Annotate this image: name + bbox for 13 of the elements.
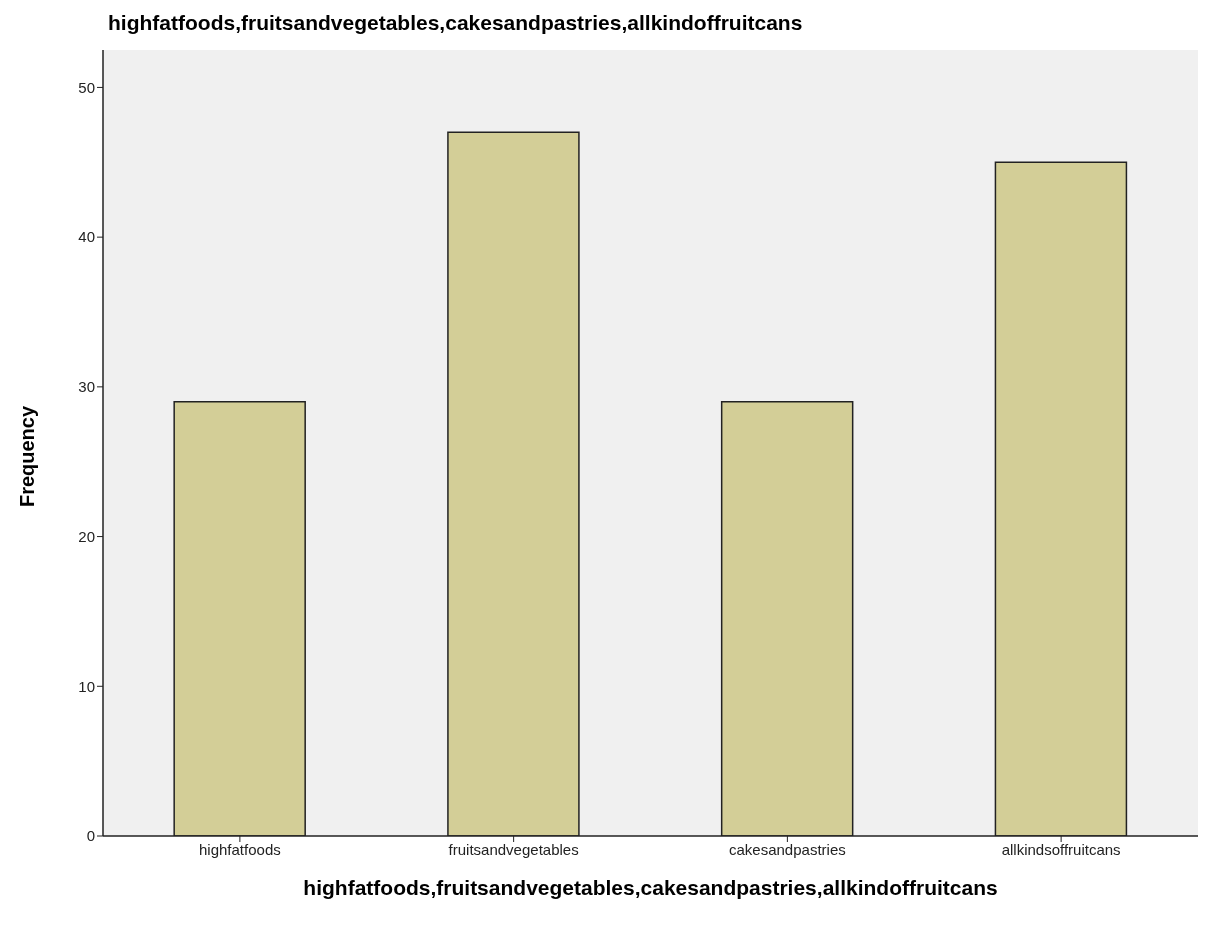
x-axis-title: highfatfoods,fruitsandvegetables,cakesandpastries,allkindoffruitcans (302, 876, 999, 901)
x-tick-label: highfatfoods (199, 840, 281, 858)
y-axis-title: Frequency (16, 405, 40, 507)
y-tick-label: 20 (78, 527, 95, 545)
x-tick-label: fruitsandvegetables (448, 840, 579, 858)
chart-title: highfatfoods,fruitsandvegetables,cakesandpastries,allkindoffruitcans (107, 10, 804, 36)
y-tick-label: 10 (78, 677, 95, 695)
y-tick-label: 0 (86, 827, 95, 845)
x-tick-label: allkindsoffruitcans (1001, 840, 1121, 858)
y-tick-label: 30 (78, 378, 95, 396)
x-tick-label: cakesandpastries (729, 840, 846, 858)
y-tick-label: 40 (78, 228, 95, 246)
y-tick-label: 50 (78, 78, 95, 96)
